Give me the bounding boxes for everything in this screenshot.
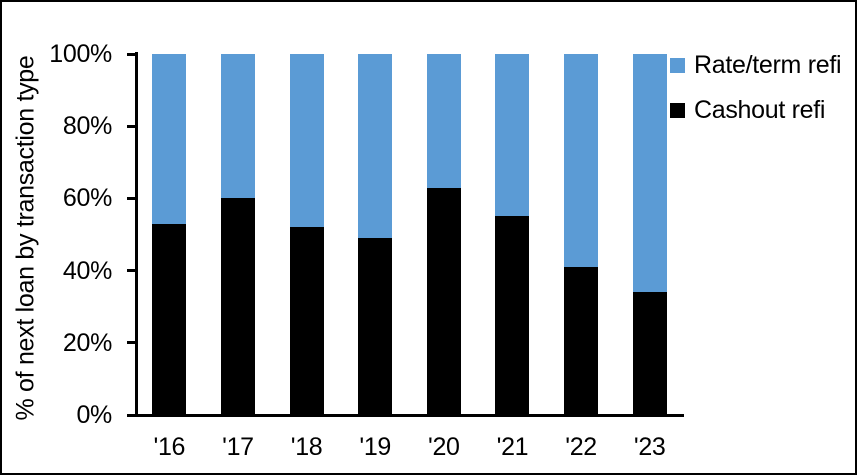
x-tick-label: '20 <box>427 433 460 461</box>
legend-item: Rate/term refi <box>670 50 842 80</box>
bar-segment-rate-term-refi <box>220 54 255 199</box>
bar-segment-cashout-refi <box>358 238 393 415</box>
legend-swatch <box>670 57 685 73</box>
bar-segment-rate-term-refi <box>426 54 461 188</box>
bar-segment-cashout-refi <box>152 223 187 415</box>
stacked-bar-21 <box>495 54 530 415</box>
bar-segment-rate-term-refi <box>632 54 667 293</box>
bar-segment-rate-term-refi <box>358 54 393 239</box>
x-tick-label: '21 <box>496 433 529 461</box>
bar-segment-cashout-refi <box>289 227 324 415</box>
y-tick-mark <box>127 124 136 128</box>
bar-segment-rate-term-refi <box>564 54 599 267</box>
x-tick-label: '22 <box>565 433 597 461</box>
legend-swatch <box>670 102 685 118</box>
stacked-bar-16 <box>152 54 187 415</box>
y-axis-line <box>135 52 138 417</box>
x-tick-label: '23 <box>633 433 666 461</box>
y-tick-mark <box>127 341 136 345</box>
x-axis-line <box>135 414 684 417</box>
y-tick-mark <box>127 196 136 200</box>
bar-segment-cashout-refi <box>632 292 667 415</box>
x-tick-label: '16 <box>153 433 186 461</box>
x-tick-label: '17 <box>222 433 254 461</box>
plot-area <box>135 54 684 415</box>
y-tick-mark <box>127 269 136 273</box>
legend-item: Cashout refi <box>670 95 826 125</box>
y-tick-label: 100% <box>49 40 112 68</box>
legend-label: Rate/term refi <box>694 50 842 79</box>
stacked-bar-17 <box>220 54 255 415</box>
bar-segment-cashout-refi <box>220 198 255 415</box>
x-tick-label: '19 <box>359 433 392 461</box>
y-tick-label: 80% <box>62 112 112 141</box>
stacked-bar-22 <box>564 54 599 415</box>
stacked-bar-19 <box>358 54 393 415</box>
y-tick-label: 20% <box>62 328 112 357</box>
stacked-bar-18 <box>289 54 324 415</box>
stacked-bar-20 <box>426 54 461 415</box>
x-tick-label: '18 <box>290 433 323 461</box>
bar-segment-rate-term-refi <box>495 54 530 217</box>
y-tick-label: 40% <box>62 256 112 285</box>
bar-segment-cashout-refi <box>564 266 599 415</box>
y-tick-label: 60% <box>62 184 112 213</box>
stacked-bar-23 <box>632 54 667 415</box>
bar-segment-cashout-refi <box>495 216 530 415</box>
legend-label: Cashout refi <box>694 95 826 124</box>
bar-segment-rate-term-refi <box>152 54 187 224</box>
y-tick-label: 0% <box>76 401 112 429</box>
y-tick-mark <box>127 52 136 56</box>
bar-segment-rate-term-refi <box>289 54 324 228</box>
bar-segment-cashout-refi <box>426 187 461 415</box>
y-tick-mark <box>127 413 136 417</box>
